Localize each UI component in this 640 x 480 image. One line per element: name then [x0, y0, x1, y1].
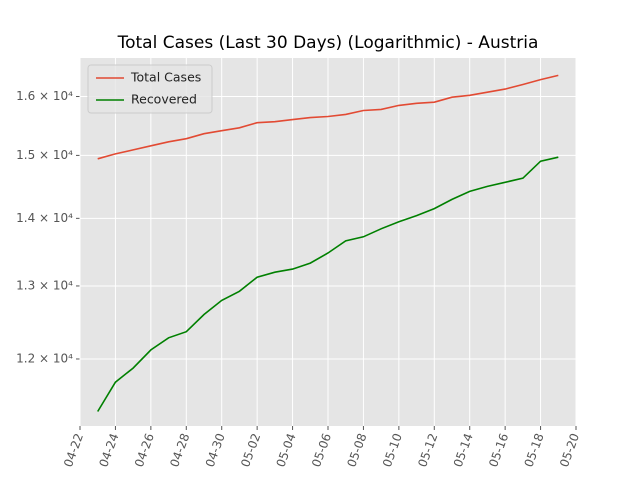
- x-tick-label: 05-20: [557, 431, 582, 469]
- x-tick-label: 04-24: [96, 431, 121, 469]
- x-tick-label: 04-22: [61, 431, 86, 469]
- chart-title: Total Cases (Last 30 Days) (Logarithmic)…: [117, 33, 539, 53]
- x-tick-label: 04-26: [132, 431, 157, 469]
- x-tick-label: 05-16: [486, 431, 511, 469]
- series-line: [97, 74, 559, 160]
- y-tick-label: 1.6 × 10⁴: [16, 89, 73, 103]
- y-tick-label: 1.2 × 10⁴: [16, 351, 73, 365]
- x-tick-label: 05-10: [380, 431, 405, 469]
- y-tick-label: 1.5 × 10⁴: [16, 148, 73, 162]
- y-tick-label: 1.3 × 10⁴: [16, 278, 73, 292]
- x-tick-label: 05-18: [522, 431, 547, 469]
- x-tick-label: 05-12: [415, 431, 440, 469]
- x-tick-label: 05-06: [309, 431, 334, 469]
- y-tick-label: 1.4 × 10⁴: [16, 211, 73, 225]
- x-tick-label: 05-02: [238, 431, 263, 469]
- legend-box: [87, 64, 213, 114]
- legend: Total Cases Recovered: [87, 64, 213, 114]
- series-line: [97, 156, 559, 412]
- x-tick-label: 04-30: [203, 431, 228, 469]
- x-tick-label: 04-28: [167, 431, 192, 469]
- x-tick-label: 05-04: [274, 431, 299, 469]
- legend-label: Total Cases: [130, 70, 201, 85]
- legend-label: Recovered: [131, 92, 197, 107]
- x-tick-label: 05-14: [451, 431, 476, 469]
- x-tick-label: 05-08: [344, 431, 369, 469]
